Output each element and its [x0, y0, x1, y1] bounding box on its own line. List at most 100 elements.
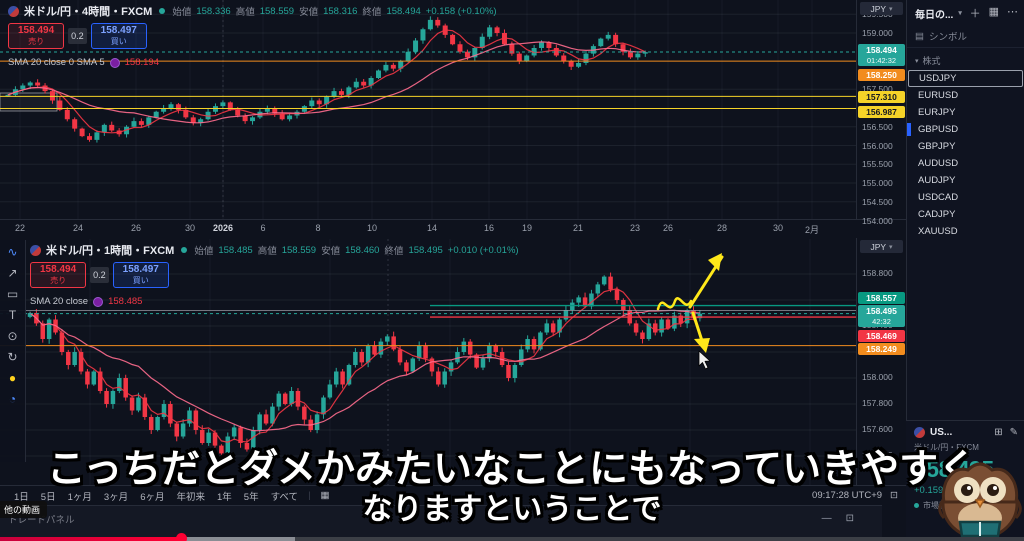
- watchlist-item-audjpy[interactable]: AUDJPY: [907, 172, 1024, 189]
- buy-button[interactable]: 158.497 買い: [112, 262, 169, 288]
- chart-header-4h: 米ドル/円・4時間・FXCM 始値 158.336 高値 158.559 安値 …: [8, 3, 497, 19]
- currency-label: JPY: [870, 241, 887, 252]
- indicator-icon: [93, 296, 104, 307]
- buy-button[interactable]: 158.497 買い: [90, 23, 147, 49]
- timeframe-button-1ヶ月[interactable]: 1ヶ月: [67, 491, 92, 503]
- emoji-icon[interactable]: ●: [8, 371, 17, 385]
- rectangle-icon[interactable]: ▭: [6, 287, 19, 301]
- text-icon[interactable]: T: [8, 308, 17, 322]
- watchlist-item-xauusd[interactable]: XAUUSD: [907, 223, 1024, 240]
- chart-title[interactable]: 米ドル/円・1時間・FXCM: [46, 245, 175, 257]
- sell-button[interactable]: 158.494 売り: [30, 262, 87, 288]
- restore-icon[interactable]: ⊡: [845, 513, 854, 524]
- timeframe-button-1日[interactable]: 1日: [14, 491, 29, 503]
- more-options-icon[interactable]: ⋯: [1007, 6, 1018, 18]
- price-tag: 158.495 42:32: [858, 305, 905, 327]
- indicator-row-1h[interactable]: SMA 20 close 158.485: [30, 296, 142, 307]
- watchlist-section-stocks[interactable]: ▾ 株式: [907, 48, 1024, 70]
- progress-playhead[interactable]: [176, 533, 187, 541]
- watchlist-header[interactable]: 毎日の... ▾ ＋ ▦ ⋯: [907, 0, 1024, 25]
- zoom-icon[interactable]: ◔: [8, 392, 17, 406]
- order-buttons-4h: 158.494 売り 0.2 158.497 買い: [8, 23, 147, 49]
- redo-icon[interactable]: ↻: [7, 350, 18, 364]
- video-progress-bar[interactable]: [0, 533, 1024, 541]
- close-value: 158.495: [408, 244, 443, 256]
- watchlist-item-audusd[interactable]: AUDUSD: [907, 155, 1024, 172]
- symbol-label: XAUUSD: [918, 226, 958, 237]
- measure-icon[interactable]: ⊙: [7, 329, 18, 343]
- detail-symbol[interactable]: US...: [930, 427, 953, 438]
- timeframe-button-3ヶ月[interactable]: 3ヶ月: [103, 491, 129, 503]
- price-tag: 157.310: [858, 91, 905, 103]
- symbol-logo-icon: [914, 427, 925, 438]
- watchlist-item-eurusd[interactable]: EURUSD: [907, 87, 1024, 104]
- spread-value: 0.2: [68, 28, 87, 44]
- timeframe-button-5年[interactable]: 5年: [243, 491, 259, 503]
- detail-change: +0.159: [914, 485, 944, 496]
- time-tick: 30: [772, 223, 784, 233]
- add-symbol-icon[interactable]: ＋: [969, 8, 981, 20]
- candlestick-canvas-1h[interactable]: [0, 239, 856, 486]
- time-tick: 23: [629, 223, 641, 233]
- drawing-toolbar[interactable]: ∿ ↗ ▭ T ⊙ ↻ ● ◔: [0, 240, 26, 462]
- other-videos-overlay[interactable]: 他の動画: [0, 501, 48, 518]
- watchlist-item-gbpjpy[interactable]: GBPJPY: [907, 138, 1024, 155]
- indicator-label: SMA 20 close 0 SMA 5: [8, 57, 105, 68]
- sell-label: 売り: [50, 276, 67, 285]
- timeframe-button-6ヶ月[interactable]: 6ヶ月: [140, 491, 165, 503]
- sell-button[interactable]: 158.494 売り: [8, 23, 65, 49]
- chart-pane-1h[interactable]: 米ドル/円・1時間・FXCM 始値 158.485 高値 158.559 安値 …: [0, 238, 856, 486]
- calendar-icon[interactable]: ▦: [320, 490, 330, 501]
- watchlist-item-usdjpy[interactable]: USDJPY: [908, 70, 1023, 87]
- timeframe-button-すべて[interactable]: すべて: [270, 491, 299, 503]
- trendline-icon[interactable]: ↗: [7, 266, 18, 280]
- price-axis-1h[interactable]: JPY ▾ 158.800158.600158.400158.200158.00…: [856, 238, 907, 485]
- spread-value: 0.2: [90, 267, 109, 283]
- price-tick: 155.000: [862, 178, 893, 188]
- minimize-icon[interactable]: —: [821, 513, 832, 524]
- chevron-down-icon[interactable]: ▾: [958, 10, 962, 17]
- price-tag: 156.987: [858, 106, 905, 118]
- price-tick: 156.500: [862, 121, 893, 132]
- currency-button[interactable]: JPY ▾: [860, 240, 903, 253]
- indicator-row-4h[interactable]: SMA 20 close 0 SMA 5 158.194: [8, 57, 159, 68]
- sell-label: 売り: [28, 37, 45, 46]
- chart-pane-4h[interactable]: 米ドル/円・4時間・FXCM 始値 158.336 高値 158.559 安値 …: [0, 0, 856, 219]
- progress-track[interactable]: [0, 537, 1024, 541]
- progress-played: [0, 537, 182, 541]
- grid-view-icon[interactable]: ▦: [988, 6, 999, 18]
- chevron-down-icon: ▾: [889, 5, 893, 13]
- timeframe-button-5日[interactable]: 5日: [40, 491, 56, 503]
- watchlist-item-gbpusd[interactable]: GBPUSD: [907, 121, 1024, 138]
- symbol-label: AUDJPY: [918, 175, 956, 186]
- timeframe-button-1年[interactable]: 1年: [217, 491, 232, 503]
- watchlist-item-usdcad[interactable]: USDCAD: [907, 189, 1024, 206]
- symbol-label: GBPJPY: [918, 141, 956, 152]
- candlestick-canvas-4h[interactable]: [0, 0, 856, 219]
- edit-icon[interactable]: ✎: [1009, 427, 1018, 438]
- change-value: +0.158 (+0.10%): [425, 5, 497, 17]
- timeframe-button-年初来[interactable]: 年初来: [176, 491, 205, 503]
- time-tick: 8: [315, 223, 321, 233]
- market-open-dot-icon: [914, 503, 919, 508]
- time-axis-4h[interactable]: 22 24 26 30 2026 6 8 10 14 16 19 21 23 26 28 30 2月: [0, 219, 906, 239]
- watchlist-item-cadjpy[interactable]: CADJPY: [907, 206, 1024, 223]
- buy-label: 買い: [110, 37, 127, 46]
- high-label: 高値: [235, 7, 255, 18]
- currency-label: JPY: [870, 3, 887, 14]
- brush-icon[interactable]: ∿: [7, 245, 18, 259]
- trade-panel-strip[interactable]: トレードパネル — ⊡: [0, 505, 882, 537]
- currency-button[interactable]: JPY ▾: [860, 2, 903, 15]
- chart-title[interactable]: 米ドル/円・4時間・FXCM: [24, 6, 153, 18]
- trade-panel-label[interactable]: トレードパネル: [8, 515, 75, 526]
- market-status-dot-icon: [181, 247, 188, 253]
- watchlist-title[interactable]: 毎日の...: [915, 9, 954, 21]
- layout-grid-icon[interactable]: ⊞: [994, 427, 1003, 438]
- symbol-label: GBPUSD: [918, 124, 959, 135]
- adjust-icon[interactable]: ⊡: [890, 490, 898, 501]
- watchlist-item-eurjpy[interactable]: EURJPY: [907, 104, 1024, 121]
- high-label: 高値: [257, 246, 277, 257]
- clock[interactable]: 09:17:28 UTC+9: [812, 490, 883, 501]
- price-axis-4h[interactable]: JPY ▾ 159.500159.000157.500156.500156.00…: [856, 0, 907, 226]
